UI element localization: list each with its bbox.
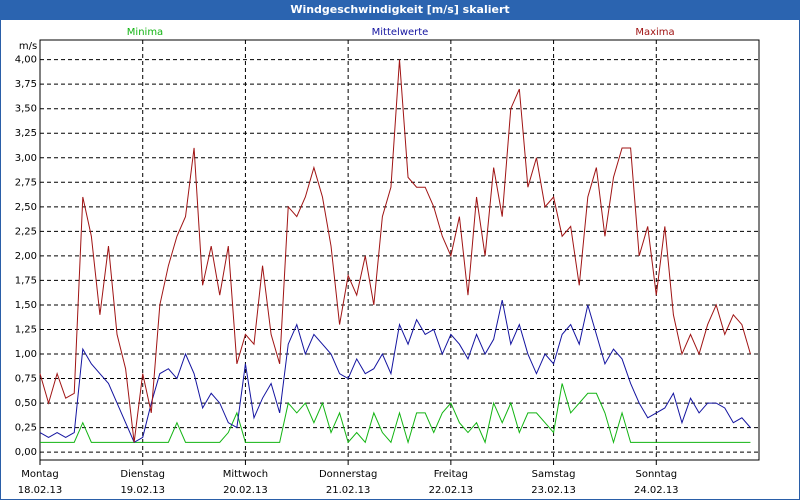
y-tick-label: 1,00 [15,349,37,360]
y-tick-label: 1,25 [15,324,37,335]
y-tick-label: 0,25 [15,423,37,434]
y-tick-label: 2,25 [15,226,37,237]
x-tick-date: 24.02.13 [634,485,679,496]
y-tick-label: 3,50 [15,104,37,115]
legend-label: Mittelwerte [372,27,429,38]
legend-label: Maxima [635,27,674,38]
x-tick-day: Sonntag [636,469,678,480]
x-tick-date: 19.02.13 [120,485,165,496]
y-tick-label: 3,25 [15,128,37,139]
x-tick-date: 20.02.13 [223,485,268,496]
y-tick-label: 0,50 [15,398,37,409]
y-tick-label: 2,50 [15,202,37,213]
x-tick-day: Montag [21,469,58,480]
legend-label: Minima [127,27,163,38]
x-tick-date: 22.02.13 [429,485,474,496]
x-tick-day: Freitag [434,469,468,480]
y-tick-label: 1,50 [15,300,37,311]
series-line [39,59,751,443]
x-tick-date: 18.02.13 [18,485,63,496]
title-bar [0,0,800,20]
x-tick-day: Donnerstag [319,469,377,480]
chart-title: Windgeschwindigkeit [m/s] skaliert [290,3,509,16]
y-tick-label: 4,00 [15,55,37,66]
x-tick-day: Mittwoch [223,469,268,480]
y-tick-label: 1,75 [15,275,37,286]
x-tick-date: 21.02.13 [326,485,371,496]
series-line [40,383,751,445]
y-tick-label: 2,75 [15,177,37,188]
y-tick-label: 0,00 [15,447,37,458]
x-tick-day: Dienstag [120,469,165,480]
y-tick-label: 3,75 [15,79,37,90]
x-tick-day: Samstag [532,469,576,480]
y-tick-label: 0,75 [15,374,37,385]
y-axis-label: m/s [19,41,37,52]
y-tick-label: 3,00 [15,153,37,164]
series-line [39,299,751,444]
x-tick-date: 23.02.13 [531,485,576,496]
y-tick-label: 2,00 [15,251,37,262]
